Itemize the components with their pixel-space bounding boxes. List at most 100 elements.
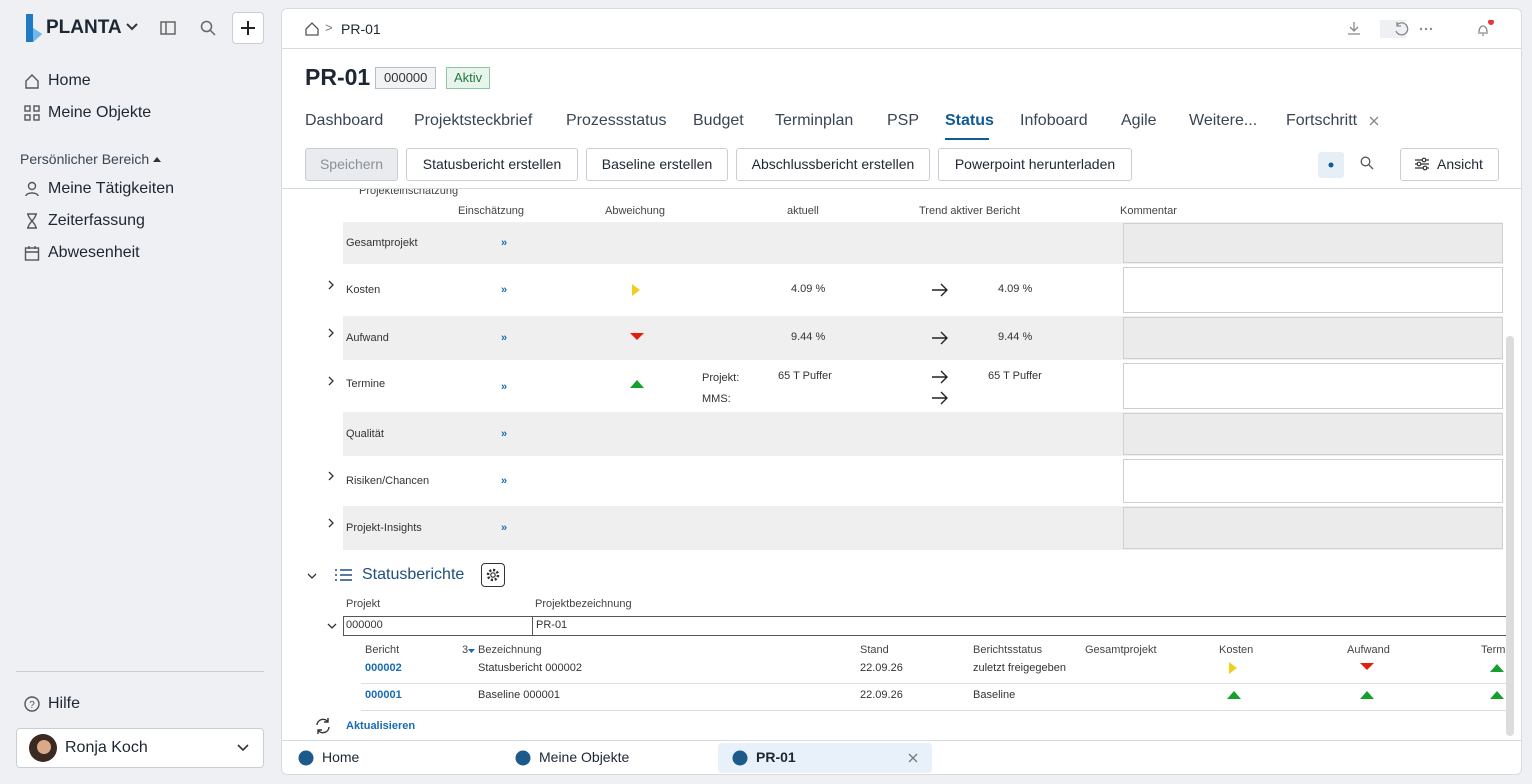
tab[interactable]: Budget [693, 112, 744, 129]
expand-chevron[interactable] [326, 518, 336, 528]
trend-arrow [932, 391, 948, 405]
calendar-icon [24, 246, 40, 261]
toolbar-search-icon[interactable] [1360, 156, 1374, 170]
sidebar-toggle-icon[interactable] [160, 21, 176, 35]
section-title: Projekteinschätzung [359, 185, 459, 197]
toolbar-button[interactable]: Statusbericht erstellen [406, 148, 578, 181]
tab[interactable]: Terminplan [775, 112, 854, 129]
details-link[interactable]: » [501, 332, 508, 344]
help-link[interactable]: Hilfe [48, 695, 81, 712]
nav-item[interactable]: Abwesenheit [48, 244, 140, 261]
column-header: Berichtsstatus [973, 644, 1043, 656]
tab[interactable]: Projektsteckbrief [414, 112, 533, 129]
status-indicator-red [630, 333, 644, 340]
report-status: zuletzt freigegeben [973, 662, 1066, 674]
row-label: Projekt-Insights [346, 522, 422, 534]
scrollbar[interactable] [1506, 336, 1514, 736]
brand-menu-icon[interactable] [125, 22, 139, 32]
view-button-label[interactable]: Ansicht [1437, 156, 1483, 172]
brand[interactable]: PLANTA [46, 17, 122, 38]
collapse-icon[interactable] [152, 155, 162, 163]
column-header: aktuell [787, 205, 819, 217]
toolbar-button[interactable]: Abschlussbericht erstellen [736, 148, 930, 181]
trend-value: 65 T Puffer [988, 370, 1042, 382]
details-link[interactable]: » [501, 475, 508, 487]
tab[interactable]: Agile [1121, 112, 1157, 129]
tab[interactable]: Infoboard [1020, 112, 1088, 129]
nav-item[interactable]: Meine Tätigkeiten [48, 180, 174, 197]
expand-chevron[interactable] [326, 328, 336, 338]
toolbar-button[interactable]: Speichern [305, 148, 398, 181]
details-link[interactable]: » [501, 428, 508, 440]
comment-box[interactable] [1123, 363, 1503, 409]
report-link[interactable]: 000002 [365, 662, 402, 674]
input-box[interactable] [532, 616, 1507, 636]
column-header: Stand [860, 644, 889, 656]
details-link[interactable]: » [501, 284, 508, 296]
column-header: Projektbezeichnung [535, 598, 632, 610]
settings-icon [486, 568, 500, 582]
comment-box[interactable] [1123, 267, 1503, 313]
expand-chevron[interactable] [307, 571, 317, 581]
toolbar-button[interactable]: Powerpoint herunterladen [938, 148, 1132, 181]
tab[interactable]: Weitere... [1189, 112, 1258, 129]
status-indicator-green [630, 380, 644, 388]
user-menu[interactable] [16, 728, 264, 768]
row-label: Aufwand [346, 332, 389, 344]
search-icon[interactable] [200, 20, 216, 36]
breadcrumb[interactable]: PR-01 [341, 21, 381, 37]
settings-button[interactable] [481, 563, 505, 587]
user-name[interactable]: Ronja Koch [65, 739, 148, 756]
divider [16, 671, 264, 672]
row-label: Gesamtprojekt [346, 237, 418, 249]
expand-chevron[interactable] [326, 471, 336, 481]
help-icon: ? [24, 696, 40, 712]
details-link[interactable]: » [501, 522, 508, 534]
project-cell: PR-01 [536, 619, 568, 631]
column-header: Aufwand [1347, 644, 1390, 656]
refresh-link[interactable]: Aktualisieren [346, 720, 416, 732]
column-header[interactable]: 3 [462, 644, 469, 656]
expand-chevron[interactable] [326, 376, 336, 386]
window-tab[interactable]: PR-01 [756, 749, 796, 765]
comment-box[interactable] [1123, 459, 1503, 503]
toolbar-button[interactable]: Baseline erstellen [586, 148, 728, 181]
refresh-icon[interactable] [314, 717, 332, 735]
comment-box[interactable] [1123, 223, 1503, 263]
home-icon [25, 74, 39, 89]
header-icons[interactable] [1346, 20, 1516, 38]
breadcrumb-home[interactable] [305, 22, 319, 36]
current-value: 65 T Puffer [778, 370, 832, 382]
tab[interactable]: Status [945, 112, 994, 129]
nav-item[interactable]: Zeiterfassung [48, 212, 145, 229]
tab[interactable]: Dashboard [305, 112, 384, 129]
add-button[interactable] [232, 12, 264, 44]
tab[interactable]: Prozessstatus [566, 112, 667, 129]
status-indicator-yellow [632, 284, 640, 296]
window-tab[interactable]: Home [322, 749, 360, 765]
tab[interactable]: PSP [887, 112, 920, 129]
report-link[interactable]: 000001 [365, 689, 402, 701]
tab[interactable]: Fortschritt [1286, 112, 1358, 129]
nav-item[interactable]: Home [48, 72, 91, 89]
close-tab-icon[interactable] [1368, 115, 1380, 127]
column-header: Trend aktiver Bericht [919, 205, 1021, 217]
status-indicator-yellow [1229, 662, 1237, 674]
user-menu-icon[interactable] [236, 743, 250, 753]
status-indicator-green [1490, 664, 1504, 672]
person-icon [25, 181, 39, 197]
expand-chevron[interactable] [327, 621, 337, 631]
window-tab[interactable]: Meine Objekte [539, 749, 630, 765]
column-header: Bezeichnung [478, 644, 542, 656]
comment-box[interactable] [1123, 507, 1503, 549]
section-title[interactable]: Persönlicher Bereich [20, 151, 150, 167]
comment-box[interactable] [1123, 413, 1503, 455]
details-link[interactable]: » [501, 237, 508, 249]
close-window-tab[interactable] [908, 753, 918, 763]
nav-item[interactable]: Meine Objekte [48, 104, 152, 121]
details-link[interactable]: » [501, 381, 508, 393]
indicator-dot [1328, 162, 1334, 168]
comment-box[interactable] [1123, 317, 1503, 359]
expand-chevron[interactable] [326, 280, 336, 290]
column-header: Projekt [346, 598, 381, 610]
